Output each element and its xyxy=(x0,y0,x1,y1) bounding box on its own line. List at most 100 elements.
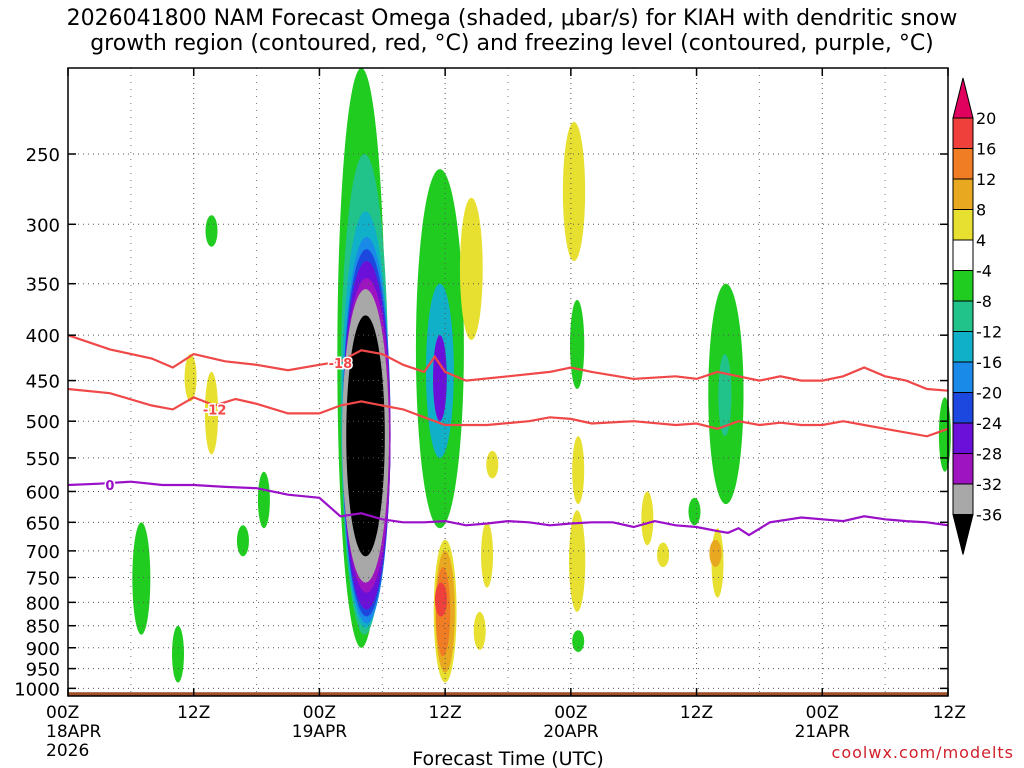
colorbar-swatch-7 xyxy=(952,300,974,332)
colorbar-swatch-2 xyxy=(952,148,974,180)
watermark: coolwx.com/modelts xyxy=(831,743,1014,762)
omega-region-22 xyxy=(434,582,447,617)
omega-region-18 xyxy=(433,335,447,422)
x-tick-label-72: 00Z xyxy=(806,703,839,723)
omega-region-27 xyxy=(562,121,586,262)
y-tick-label-350: 350 xyxy=(26,275,60,296)
colorbar-label-10: -24 xyxy=(976,414,1002,433)
colorbar-swatch-13 xyxy=(952,483,974,515)
x-tick-label-24: 00Z xyxy=(303,703,336,723)
colorbar-swatch-9 xyxy=(952,361,974,393)
omega-region-33 xyxy=(657,542,670,568)
colorbar-label-8: -16 xyxy=(976,353,1002,372)
contour-line--18C xyxy=(67,334,949,392)
colorbar: 20 16 12 8 4 -4 -8 -12 -16 -20 -24 -28 -32 -36 xyxy=(952,77,1002,555)
x-tick-date-48: 20APR xyxy=(543,722,599,742)
y-tick-label-300: 300 xyxy=(26,215,60,236)
y-tick-label-950: 950 xyxy=(26,660,60,681)
colorbar-swatch-11 xyxy=(952,422,974,454)
x-tick-label-60: 12Z xyxy=(680,703,713,723)
contour-line--12C xyxy=(67,387,949,438)
x-axis-label: Forecast Time (UTC) xyxy=(412,748,603,768)
contour-label--18C: -18 xyxy=(329,357,353,372)
colorbar-label-7: -12 xyxy=(976,323,1002,342)
y-tick-label-650: 650 xyxy=(26,513,60,534)
omega-region-30 xyxy=(569,510,586,612)
colorbar-swatch-1 xyxy=(952,117,974,149)
y-tick-label-400: 400 xyxy=(26,326,60,347)
axes-layer: 2503003504004505005506006507007508008509… xyxy=(14,67,966,761)
plot-frame xyxy=(67,67,949,697)
y-tick-label-600: 600 xyxy=(26,482,60,503)
x-tick-label-84: 12Z xyxy=(933,703,966,723)
omega-region-15 xyxy=(346,315,385,557)
y-tick-label-850: 850 xyxy=(26,617,60,638)
colorbar-swatch-12 xyxy=(952,453,974,485)
colorbar-label-6: -8 xyxy=(976,292,992,311)
omega-region-4 xyxy=(172,625,184,683)
colorbar-swatch-3 xyxy=(952,178,974,210)
y-tick-label-700: 700 xyxy=(26,542,60,563)
contour-line-0C xyxy=(67,480,949,537)
colorbar-swatch-10 xyxy=(952,392,974,424)
omega-region-24 xyxy=(481,522,494,588)
y-tick-label-550: 550 xyxy=(26,449,60,470)
grid-layer xyxy=(67,68,949,696)
omega-region-3 xyxy=(132,522,151,635)
colorbar-label-2: 12 xyxy=(976,170,996,189)
omega-region-25 xyxy=(473,611,486,650)
contour-layer: -18 -12 0 xyxy=(67,334,949,537)
chart-title-line-1: 2026041800 NAM Forecast Omega (shaded, μ… xyxy=(66,6,958,31)
contour-label-0C: 0 xyxy=(105,479,114,494)
omega-region-35 xyxy=(709,539,722,568)
contour-label--12C: -12 xyxy=(203,403,227,418)
omega-region-26 xyxy=(486,450,499,479)
colorbar-label-9: -20 xyxy=(976,384,1002,403)
omega-region-1 xyxy=(184,353,197,402)
surface-band xyxy=(68,692,948,696)
colorbar-swatch-6 xyxy=(952,270,974,302)
omega-region-2 xyxy=(204,371,219,455)
omega-shading-layer xyxy=(132,68,951,683)
y-tick-label-1000: 1000 xyxy=(14,679,60,700)
colorbar-label-11: -28 xyxy=(976,445,1002,464)
colorbar-swatch-14 xyxy=(952,514,974,555)
omega-region-0 xyxy=(205,215,218,247)
chart-title: 2026041800 NAM Forecast Omega (shaded, μ… xyxy=(0,6,1024,56)
colorbar-swatch-4 xyxy=(952,209,974,241)
y-tick-label-900: 900 xyxy=(26,639,60,660)
y-tick-label-250: 250 xyxy=(26,145,60,166)
omega-region-31 xyxy=(572,630,585,653)
omega-region-38 xyxy=(688,497,701,526)
omega-region-6 xyxy=(236,525,249,557)
x-tick-date-0: 18APR xyxy=(46,722,102,742)
omega-region-39 xyxy=(938,397,951,472)
colorbar-label-3: 8 xyxy=(976,201,986,220)
omega-region-29 xyxy=(572,436,585,505)
x-tick-label-48: 00Z xyxy=(554,703,587,723)
x-tick-date-24: 19APR xyxy=(292,722,348,742)
omega-region-28 xyxy=(570,299,585,390)
colorbar-label-0: 20 xyxy=(976,109,996,128)
y-tick-label-800: 800 xyxy=(26,593,60,614)
omega-region-5 xyxy=(257,471,270,529)
x-tick-label-12: 12Z xyxy=(177,703,210,723)
omega-region-32 xyxy=(641,491,654,546)
x-tick-year-0: 2026 xyxy=(46,741,89,761)
y-tick-label-750: 750 xyxy=(26,568,60,589)
colorbar-label-5: -4 xyxy=(976,262,992,281)
colorbar-label-12: -32 xyxy=(976,475,1002,494)
colorbar-label-1: 16 xyxy=(976,140,996,159)
x-tick-date-72: 21APR xyxy=(795,722,851,742)
colorbar-label-13: -36 xyxy=(976,506,1002,525)
colorbar-label-4: 4 xyxy=(976,231,986,250)
colorbar-swatch-8 xyxy=(952,331,974,363)
y-tick-label-450: 450 xyxy=(26,372,60,393)
colorbar-swatch-0 xyxy=(952,77,974,119)
y-tick-label-500: 500 xyxy=(26,412,60,433)
colorbar-swatch-5 xyxy=(952,239,974,271)
chart-title-line-2: growth region (contoured, red, °C) and f… xyxy=(90,31,934,56)
surface-band-layer xyxy=(68,692,948,696)
omega-region-23 xyxy=(459,197,483,340)
